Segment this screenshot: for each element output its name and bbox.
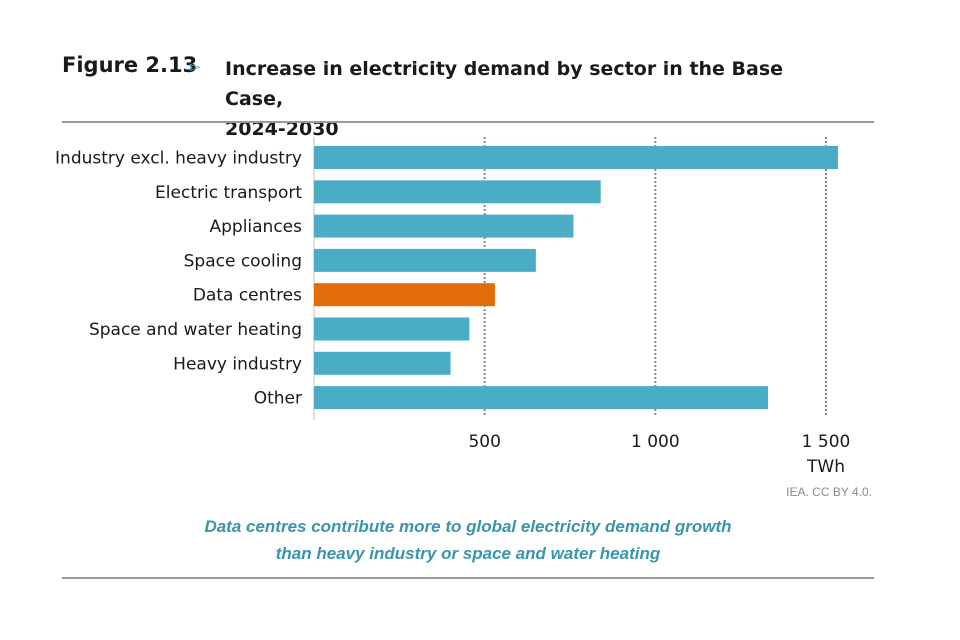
- source-credit: IEA. CC BY 4.0.: [786, 485, 872, 499]
- category-label: Appliances: [209, 217, 302, 237]
- tick-label: 1 000: [631, 432, 680, 452]
- figure-caption: Data centres contribute more to global e…: [62, 513, 874, 567]
- bar: [314, 386, 768, 410]
- category-label: Heavy industry: [173, 354, 302, 374]
- category-label: Industry excl. heavy industry: [55, 149, 302, 169]
- bar: [314, 214, 574, 238]
- category-label: Other: [254, 389, 302, 409]
- figure-label: Figure 2.13: [62, 53, 198, 77]
- bar: [314, 180, 601, 204]
- category-label: Space cooling: [184, 251, 302, 271]
- triangle-right-icon: ▻: [190, 58, 201, 74]
- x-axis-unit: TWh: [806, 457, 845, 477]
- tick-label: 500: [468, 432, 500, 452]
- tick-label: 1 500: [802, 432, 851, 452]
- category-label: Space and water heating: [89, 320, 302, 340]
- top-rule: [62, 121, 874, 123]
- figure-title: Increase in electricity demand by sector…: [225, 54, 845, 144]
- category-label: Electric transport: [155, 183, 302, 203]
- category-label: Data centres: [193, 286, 302, 306]
- bar: [314, 146, 838, 169]
- figure-title-line1: Increase in electricity demand by sector…: [225, 58, 784, 110]
- bar: [314, 351, 451, 375]
- caption-line1: Data centres contribute more to global e…: [204, 517, 732, 536]
- bar-chart: Industry excl. heavy industry Electric tr…: [55, 137, 851, 477]
- figure-title-line2: 2024-2030: [225, 118, 339, 140]
- bar: [314, 317, 470, 341]
- bar: [314, 248, 536, 272]
- bottom-rule: [62, 577, 874, 579]
- bar: [314, 283, 495, 307]
- caption-line2: than heavy industry or space and water h…: [275, 544, 661, 563]
